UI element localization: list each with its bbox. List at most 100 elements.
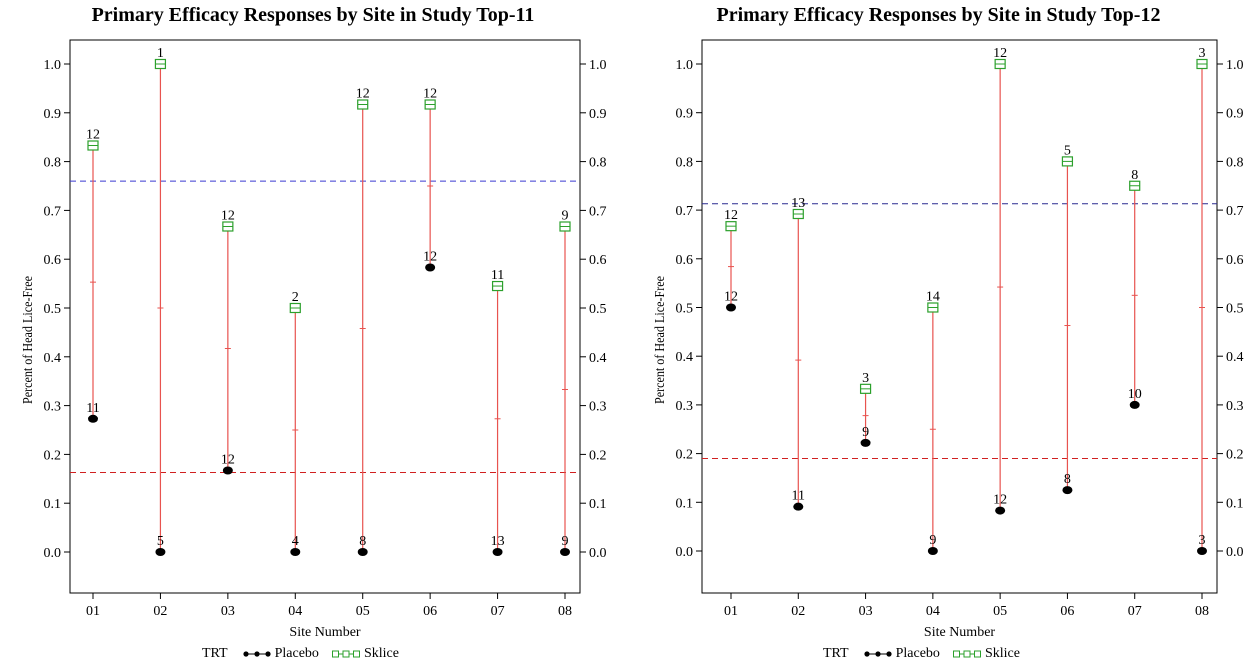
y-tick-label-right: 0.2 [589,448,607,463]
placebo-point [726,303,736,312]
x-tick-label: 08 [1195,604,1209,619]
y-tick-label-right: 0.8 [589,156,607,171]
y-tick-label-right: 0.9 [1226,107,1244,122]
legend-item-placebo: Placebo [242,646,319,662]
y-tick-label-left: 0.0 [44,546,62,561]
y-tick-label-left: 0.1 [676,496,694,511]
placebo-n-label: 13 [491,534,505,549]
x-tick-label: 07 [1128,604,1142,619]
sklice-marker-icon [331,650,360,658]
sklice-n-label: 5 [1064,143,1071,158]
sklice-n-label: 13 [791,196,805,211]
placebo-n-label: 3 [1199,533,1206,548]
chart-plot: 0.0 0.0 0.1 0.1 0.2 0.2 0.3 0.3 0.4 0.4 0.5 0.5 0.6 0… [653,39,1244,640]
y-tick-label-left: 0.5 [44,302,62,317]
placebo-point [425,263,436,272]
placebo-n-label: 12 [423,249,437,264]
y-tick-label-right: 1.0 [589,58,607,73]
sklice-n-label: 14 [926,290,940,305]
y-tick-label-left: 0.4 [676,350,694,365]
y-tick-label-left: 0.8 [44,156,62,171]
y-tick-label-left: 0.6 [676,253,694,268]
chart-title: Primary Efficacy Responses by Site in St… [716,4,1161,26]
y-tick-label-left: 0.7 [44,204,62,219]
placebo-point [860,438,871,447]
y-tick-label-right: 0.7 [1226,204,1244,219]
x-axis-label: Site Number [289,625,360,640]
y-axis-label: Percent of Head Lice-Free [653,276,668,404]
plot-frame [69,39,581,594]
sklice-n-label: 1 [157,46,164,61]
chart-legend: TRT Placebo Sklice [202,646,411,662]
placebo-n-label: 4 [292,534,299,549]
y-tick-label-right: 0.5 [1226,302,1244,317]
placebo-n-label: 12 [221,453,235,468]
placebo-point [927,547,938,555]
y-tick-label-right: 0.5 [589,302,607,317]
sklice-n-label: 2 [292,290,299,305]
legend-item-sklice: Sklice [331,646,399,662]
sklice-n-label: 9 [562,209,569,224]
legend-item-placebo: Placebo [863,646,940,662]
chart-plot: 0.0 0.0 0.1 0.1 0.2 0.2 0.3 0.3 0.4 0.4 0.5 0.5 0.6 0… [21,39,607,640]
y-tick-label-right: 0.7 [589,204,607,219]
placebo-point [492,548,503,556]
placebo-point [1129,400,1140,409]
y-tick-label-left: 0.2 [44,448,62,463]
legend-label-placebo: Placebo [895,646,940,661]
placebo-n-label: 11 [792,489,805,504]
y-tick-label-left: 0.0 [676,545,694,560]
y-tick-label-left: 0.9 [676,107,694,122]
placebo-n-label: 10 [1128,387,1142,402]
chart-panel-top12: Primary Efficacy Responses by Site in St… [626,0,1251,666]
chart-legend: TRT Placebo Sklice [823,646,1032,662]
placebo-point [1197,547,1207,555]
sklice-n-label: 8 [1131,168,1138,183]
placebo-marker-icon [243,651,271,657]
y-tick-label-right: 0.9 [589,107,607,122]
placebo-n-label: 8 [1064,472,1071,487]
sklice-n-label: 12 [221,209,235,224]
placebo-point [88,414,98,423]
y-tick-label-left: 0.7 [676,204,694,219]
x-axis-label: Site Number [924,625,995,640]
sklice-n-label: 12 [724,208,738,223]
x-tick-label: 05 [356,604,370,619]
x-tick-label: 04 [926,604,940,619]
sklice-n-label: 12 [356,87,370,102]
plot-frame [701,39,1218,594]
legend-item-sklice: Sklice [952,646,1020,662]
y-tick-label-left: 1.0 [44,58,62,73]
y-tick-label-right: 0.1 [589,497,607,512]
y-tick-label-right: 0.6 [1226,253,1244,268]
x-tick-label: 01 [86,604,100,619]
placebo-n-label: 11 [86,401,99,416]
placebo-point [995,506,1006,515]
placebo-point [793,502,804,511]
sklice-n-label: 12 [86,127,100,142]
y-tick-label-left: 1.0 [676,58,694,73]
y-tick-label-left: 0.5 [676,302,694,317]
y-tick-label-right: 0.1 [1226,496,1244,511]
y-tick-label-right: 0.2 [1226,448,1244,463]
y-tick-label-left: 0.9 [44,107,62,122]
y-axis-label: Percent of Head Lice-Free [21,276,36,404]
placebo-point [560,548,570,556]
y-tick-label-right: 0.0 [589,546,607,561]
x-tick-label: 04 [288,604,302,619]
sklice-n-label: 12 [423,87,437,102]
placebo-point [222,466,233,475]
chart-title: Primary Efficacy Responses by Site in St… [91,4,535,26]
legend-label-sklice: Sklice [984,646,1020,661]
placebo-n-label: 9 [862,425,869,440]
placebo-marker-icon [864,651,892,657]
placebo-n-label: 9 [562,534,569,549]
y-tick-label-left: 0.3 [676,399,694,414]
placebo-point [290,548,301,556]
chart-panel-top11: Primary Efficacy Responses by Site in St… [21,4,607,662]
x-tick-label: 07 [491,604,505,619]
y-tick-label-left: 0.6 [44,253,62,268]
placebo-n-label: 8 [359,534,366,549]
sklice-n-label: 12 [993,46,1007,61]
sklice-n-label: 11 [491,268,504,283]
